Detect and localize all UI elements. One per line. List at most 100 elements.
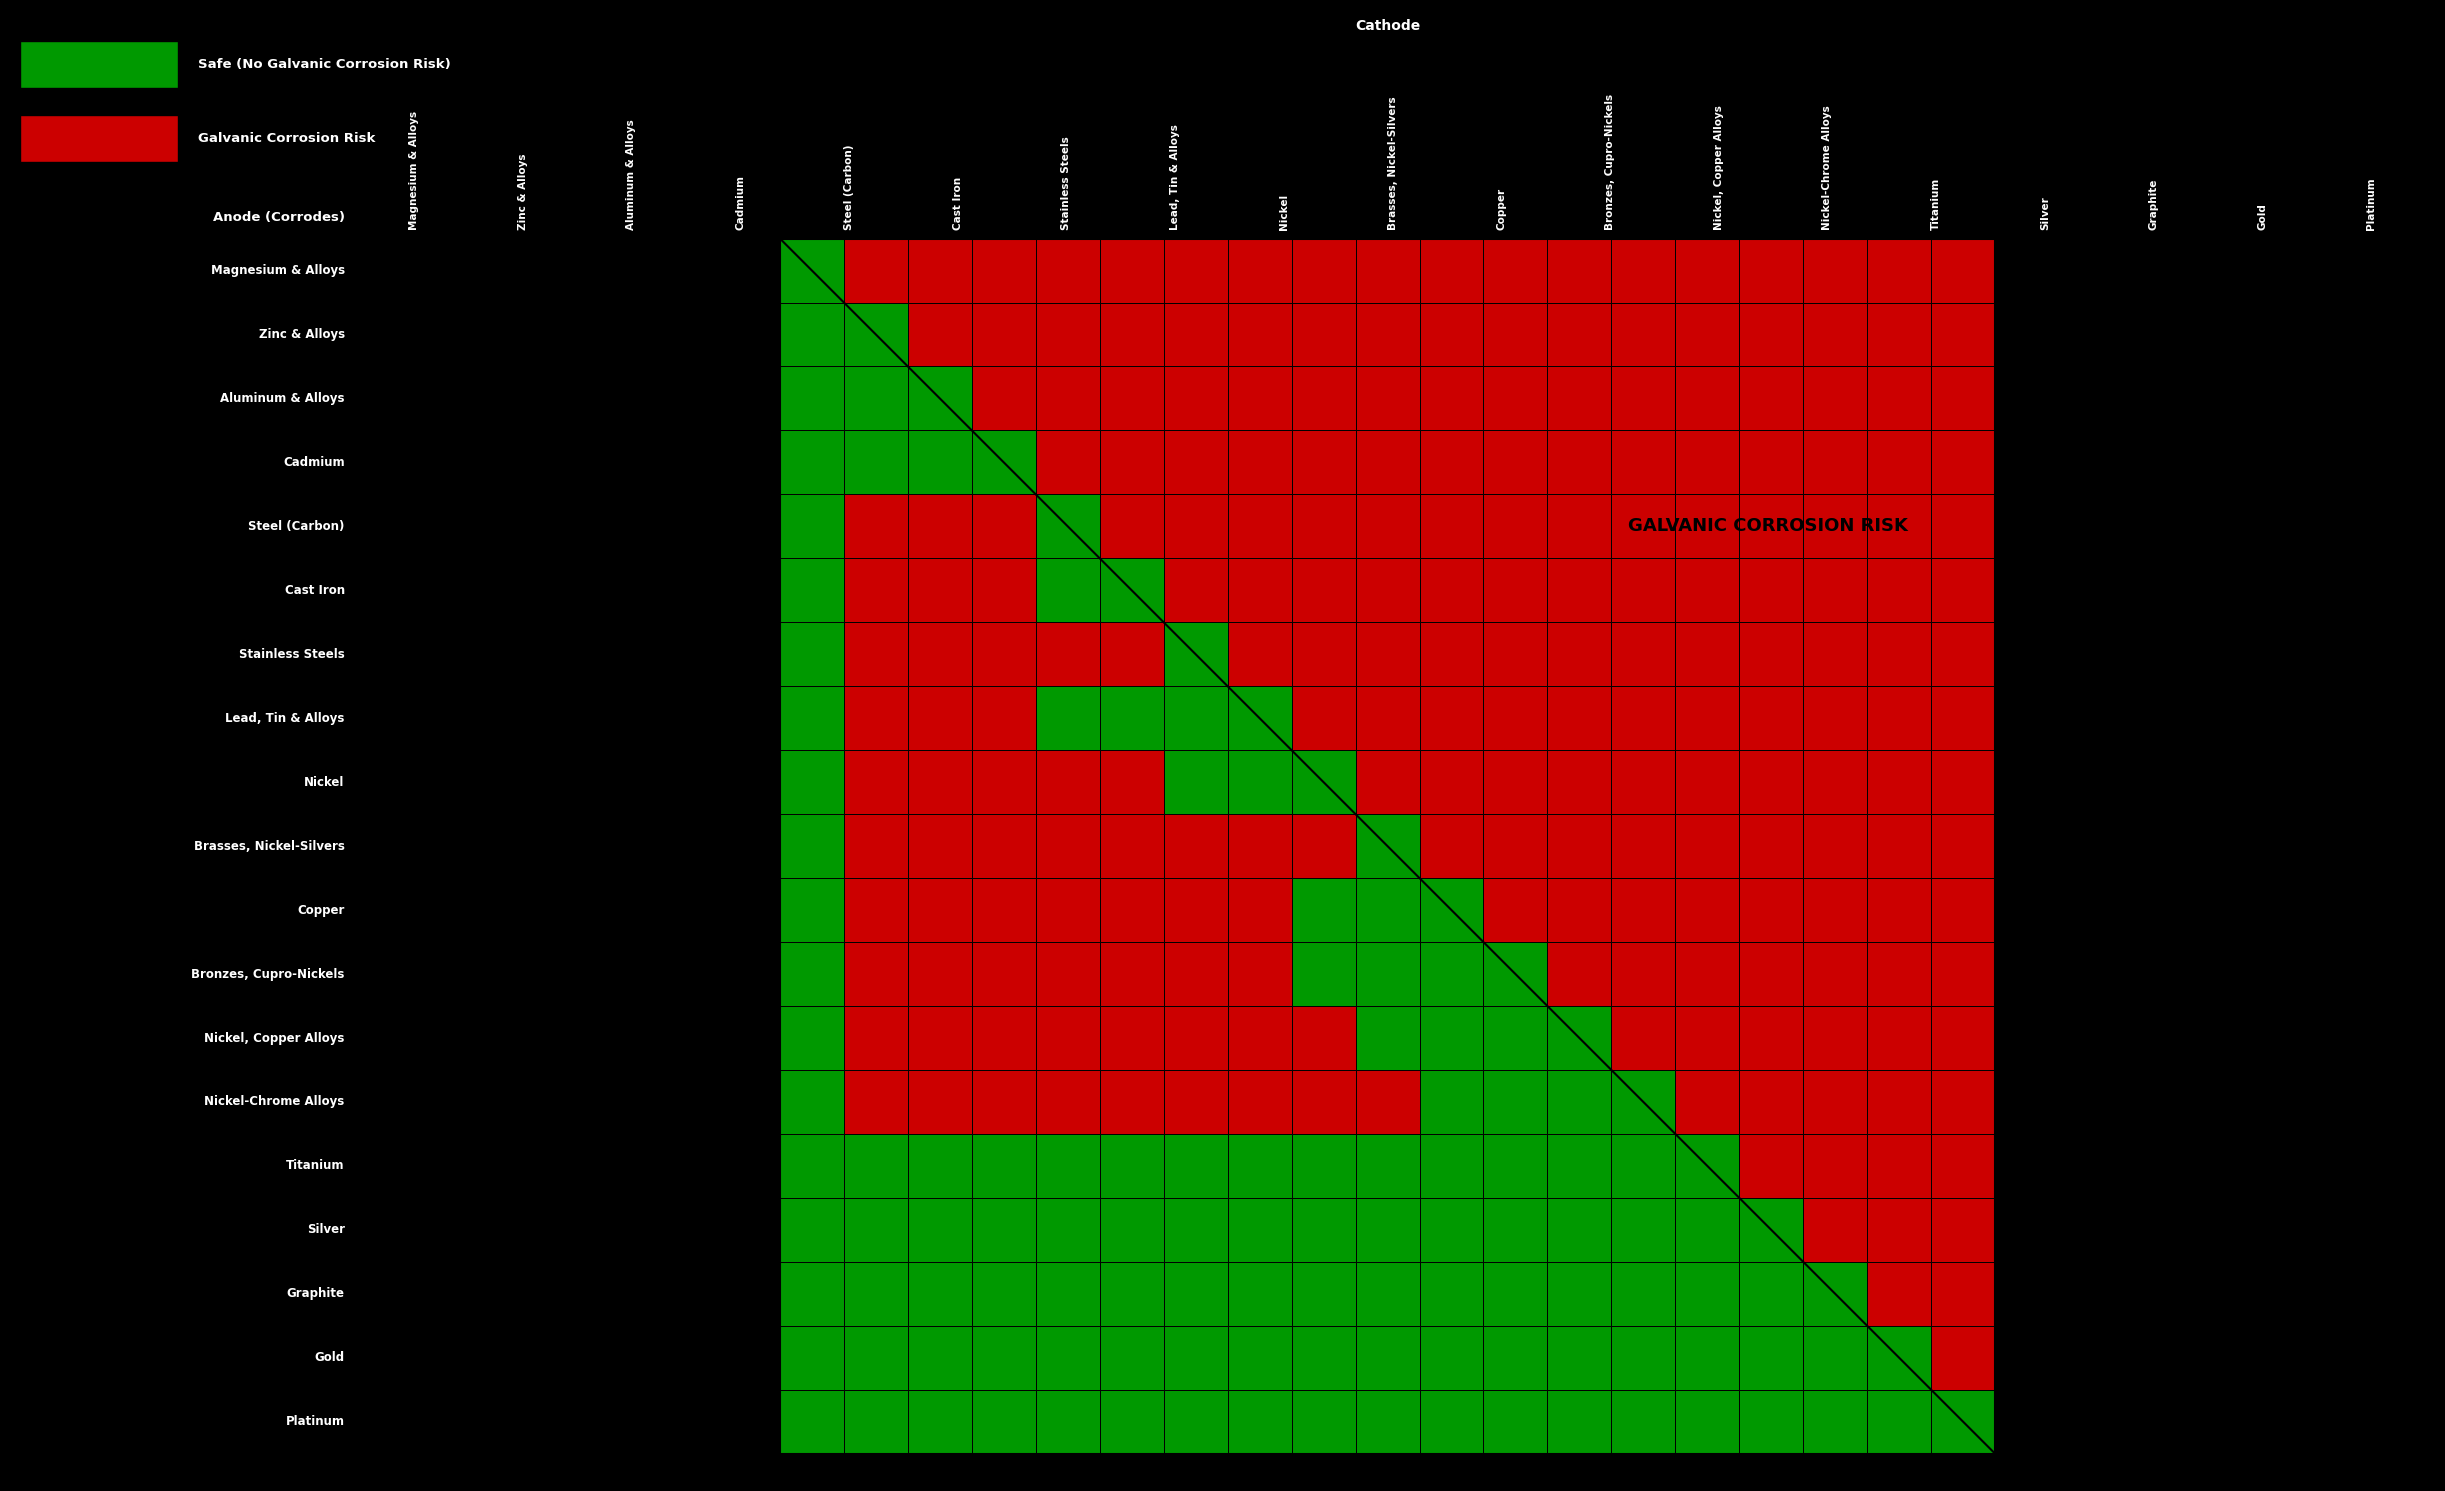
- Bar: [780, 750, 844, 814]
- Bar: [1291, 814, 1355, 878]
- Bar: [1291, 367, 1355, 431]
- Bar: [844, 878, 907, 942]
- Bar: [1164, 367, 1227, 431]
- Bar: [1164, 1261, 1227, 1325]
- Bar: [1484, 942, 1548, 1006]
- Bar: [1738, 1197, 1804, 1261]
- Bar: [1932, 622, 1995, 686]
- Bar: [1804, 942, 1868, 1006]
- Bar: [1484, 1390, 1548, 1454]
- Text: Nickel: Nickel: [303, 775, 345, 789]
- Bar: [844, 303, 907, 367]
- Bar: [1804, 1325, 1868, 1390]
- Bar: [1100, 750, 1164, 814]
- Bar: [1100, 1197, 1164, 1261]
- Bar: [1037, 686, 1100, 750]
- Bar: [1355, 622, 1421, 686]
- Bar: [1421, 495, 1484, 558]
- Bar: [1611, 1390, 1675, 1454]
- Bar: [1738, 431, 1804, 495]
- Bar: [1100, 1390, 1164, 1454]
- Bar: [971, 1390, 1037, 1454]
- Bar: [1932, 1261, 1995, 1325]
- Bar: [1291, 1135, 1355, 1197]
- Bar: [1484, 1261, 1548, 1325]
- Text: Titanium: Titanium: [286, 1160, 345, 1172]
- Bar: [907, 303, 971, 367]
- Bar: [1164, 303, 1227, 367]
- Bar: [1611, 622, 1675, 686]
- Bar: [971, 1006, 1037, 1071]
- Text: GALVANIC CORROSION RISK: GALVANIC CORROSION RISK: [1628, 517, 1907, 535]
- Bar: [1037, 750, 1100, 814]
- Bar: [1675, 622, 1738, 686]
- Bar: [844, 239, 907, 303]
- Bar: [907, 431, 971, 495]
- Text: Cast Iron: Cast Iron: [284, 584, 345, 596]
- Bar: [780, 686, 844, 750]
- Bar: [1738, 1135, 1804, 1197]
- Bar: [1738, 814, 1804, 878]
- Bar: [1100, 303, 1164, 367]
- Bar: [1291, 303, 1355, 367]
- Bar: [1355, 1006, 1421, 1071]
- Bar: [907, 942, 971, 1006]
- Bar: [1100, 622, 1164, 686]
- Bar: [907, 495, 971, 558]
- Bar: [1548, 622, 1611, 686]
- Bar: [1037, 558, 1100, 622]
- Bar: [1868, 622, 1932, 686]
- Bar: [1355, 686, 1421, 750]
- Bar: [844, 367, 907, 431]
- Bar: [1868, 1135, 1932, 1197]
- Bar: [1611, 1071, 1675, 1135]
- Bar: [1611, 303, 1675, 367]
- Bar: [844, 750, 907, 814]
- Bar: [1804, 1197, 1868, 1261]
- Bar: [1227, 1071, 1291, 1135]
- Bar: [1548, 1197, 1611, 1261]
- Bar: [1675, 1261, 1738, 1325]
- Text: Nickel-Chrome Alloys: Nickel-Chrome Alloys: [1822, 104, 1831, 230]
- Bar: [1548, 1261, 1611, 1325]
- Bar: [1355, 1261, 1421, 1325]
- Bar: [971, 942, 1037, 1006]
- Bar: [971, 495, 1037, 558]
- Bar: [1611, 1325, 1675, 1390]
- Bar: [1164, 814, 1227, 878]
- Bar: [1421, 942, 1484, 1006]
- Text: Titanium: Titanium: [1932, 177, 1941, 230]
- Bar: [780, 1261, 844, 1325]
- Bar: [1421, 431, 1484, 495]
- Bar: [1548, 750, 1611, 814]
- Bar: [971, 367, 1037, 431]
- Bar: [971, 686, 1037, 750]
- Bar: [1291, 1006, 1355, 1071]
- Bar: [971, 878, 1037, 942]
- Bar: [1675, 878, 1738, 942]
- Bar: [1037, 814, 1100, 878]
- Bar: [1227, 878, 1291, 942]
- Text: Steel (Carbon): Steel (Carbon): [844, 145, 853, 230]
- Bar: [1037, 239, 1100, 303]
- Bar: [1037, 1197, 1100, 1261]
- Bar: [1355, 367, 1421, 431]
- Bar: [1484, 750, 1548, 814]
- Bar: [1291, 686, 1355, 750]
- Bar: [1164, 622, 1227, 686]
- Bar: [1611, 495, 1675, 558]
- Bar: [1037, 1006, 1100, 1071]
- Bar: [1227, 814, 1291, 878]
- Bar: [1227, 495, 1291, 558]
- Bar: [1675, 1197, 1738, 1261]
- Bar: [1164, 558, 1227, 622]
- Bar: [1421, 239, 1484, 303]
- Bar: [1868, 750, 1932, 814]
- Bar: [1548, 942, 1611, 1006]
- Bar: [1100, 814, 1164, 878]
- Bar: [1675, 814, 1738, 878]
- Text: Graphite: Graphite: [286, 1287, 345, 1300]
- Bar: [1611, 431, 1675, 495]
- Bar: [1675, 558, 1738, 622]
- Bar: [1932, 942, 1995, 1006]
